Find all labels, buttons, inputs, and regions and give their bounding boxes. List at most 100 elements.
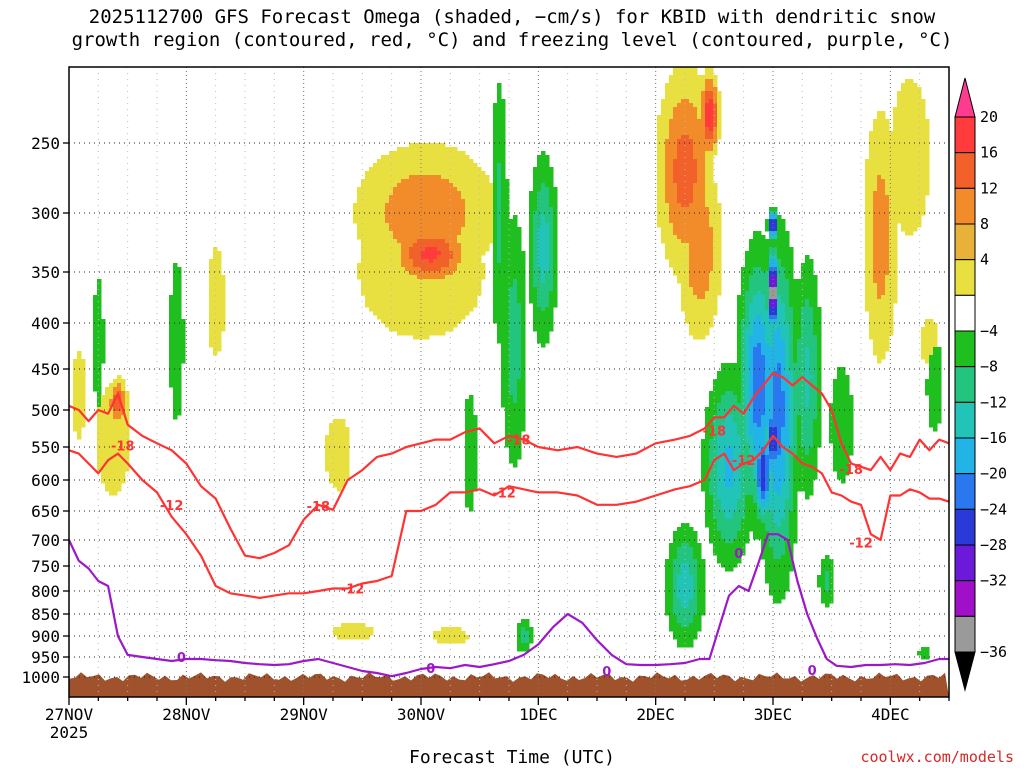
omega-cell (453, 159, 458, 164)
omega-cell (717, 387, 722, 392)
omega-cell (725, 427, 730, 432)
omega-cell (753, 247, 758, 252)
omega-cell (421, 163, 426, 168)
omega-cell (449, 631, 454, 636)
omega-cell (713, 79, 718, 84)
omega-cell (413, 279, 418, 284)
omega-cell (721, 507, 726, 512)
omega-cell (361, 223, 366, 228)
omega-cell (677, 275, 682, 280)
omega-cell (433, 271, 438, 276)
omega-cell (345, 627, 350, 632)
omega-cell (497, 195, 502, 200)
omega-cell (449, 231, 454, 236)
omega-cell (365, 247, 370, 252)
omega-cell (705, 479, 710, 484)
omega-cell (409, 243, 414, 248)
omega-cell (421, 147, 426, 152)
omega-cell (405, 175, 410, 180)
omega-cell (365, 187, 370, 192)
omega-cell (721, 435, 726, 440)
omega-cell (101, 347, 106, 352)
omega-cell (113, 407, 118, 412)
omega-cell (537, 259, 542, 264)
omega-cell (177, 303, 182, 308)
omega-cell (737, 423, 742, 428)
omega-cell (401, 319, 406, 324)
omega-cell (449, 255, 454, 260)
omega-cell (433, 295, 438, 300)
omega-cell (453, 311, 458, 316)
omega-cell (701, 311, 706, 316)
omega-cell (465, 491, 470, 496)
omega-cell (389, 151, 394, 156)
omega-cell (749, 439, 754, 444)
omega-cell (757, 287, 762, 292)
omega-cell (173, 331, 178, 336)
omega-cell (181, 351, 186, 356)
omega-cell (749, 311, 754, 316)
omega-cell (757, 279, 762, 284)
omega-cell (685, 567, 690, 572)
omega-cell (385, 287, 390, 292)
omega-cell (677, 535, 682, 540)
omega-cell (173, 279, 178, 284)
omega-cell (689, 83, 694, 88)
omega-cell (417, 143, 422, 148)
omega-cell (541, 183, 546, 188)
omega-cell (749, 515, 754, 520)
omega-cell (221, 327, 226, 332)
omega-cell (525, 635, 530, 640)
omega-cell (701, 175, 706, 180)
omega-cell (517, 299, 522, 304)
omega-cell (401, 283, 406, 288)
omega-cell (501, 191, 506, 196)
omega-cell (493, 303, 498, 308)
omega-cell (401, 303, 406, 308)
omega-cell (385, 175, 390, 180)
omega-cell (337, 423, 342, 428)
omega-cell (473, 171, 478, 176)
omega-cell (701, 583, 706, 588)
omega-cell (697, 219, 702, 224)
omega-cell (501, 135, 506, 140)
omega-cell (733, 527, 738, 532)
omega-cell (393, 191, 398, 196)
omega-cell (509, 279, 514, 284)
omega-cell (173, 271, 178, 276)
omega-cell (661, 107, 666, 112)
omega-cell (417, 267, 422, 272)
omega-cell (717, 95, 722, 100)
omega-cell (753, 387, 758, 392)
omega-cell (665, 583, 670, 588)
omega-cell (737, 347, 742, 352)
omega-cell (421, 175, 426, 180)
omega-cell (733, 551, 738, 556)
omega-cell (689, 611, 694, 616)
omega-cell (689, 99, 694, 104)
omega-cell (661, 239, 666, 244)
omega-cell (677, 587, 682, 592)
omega-cell (397, 175, 402, 180)
omega-cell (393, 187, 398, 192)
omega-cell (469, 463, 474, 468)
omega-cell (369, 247, 374, 252)
omega-cell (173, 351, 178, 356)
omega-cell (505, 223, 510, 228)
omega-cell (517, 319, 522, 324)
omega-cell (713, 223, 718, 228)
omega-cell (553, 227, 558, 232)
omega-cell (349, 627, 354, 632)
omega-cell (725, 531, 730, 536)
omega-cell (449, 183, 454, 188)
omega-cell (397, 207, 402, 212)
omega-cell (365, 223, 370, 228)
omega-cell (525, 627, 530, 632)
omega-cell (553, 215, 558, 220)
omega-cell (441, 219, 446, 224)
omega-cell (105, 471, 110, 476)
omega-cell (541, 163, 546, 168)
omega-cell (505, 195, 510, 200)
omega-cell (509, 307, 514, 312)
omega-cell (705, 159, 710, 164)
